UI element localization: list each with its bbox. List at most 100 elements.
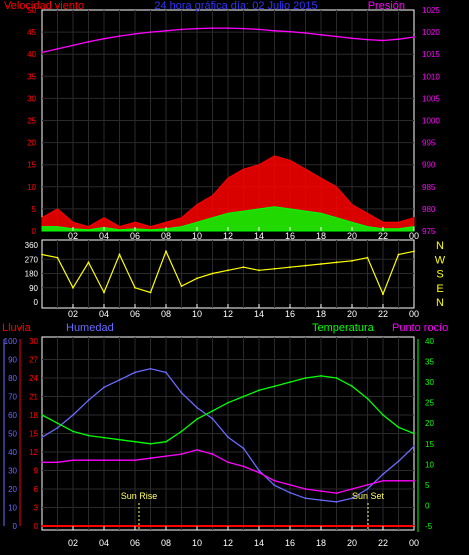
temp-y-tick-label: 25 [425, 399, 434, 408]
rain-y-tick-label: 27 [29, 356, 38, 365]
series-pressure-point [211, 27, 214, 30]
rain-y-tick-label: 9 [34, 467, 39, 476]
direction-y-tick-label: 180 [25, 270, 39, 279]
series-lluvia-point [41, 525, 43, 527]
series-wind-direction-point [366, 256, 369, 259]
direction-x-tick-label: 12 [223, 309, 233, 319]
direction-x-tick-label: 00 [409, 309, 419, 319]
series-pressure-point [72, 44, 74, 47]
series-temperatura-point [41, 414, 43, 416]
compass-label: N [436, 240, 444, 252]
series-humedad-point [165, 371, 167, 374]
temp-y-tick-label: 0 [425, 501, 430, 510]
temp-y-tick-label: 35 [425, 358, 434, 367]
wind-y-tick-label: 20 [27, 139, 36, 148]
series-humedad-point [56, 427, 59, 429]
direction-y-tick-label: 270 [25, 255, 39, 264]
series-punto-rocío-point [335, 492, 338, 495]
series-punto-rocío-point [273, 479, 276, 482]
series-humedad-point [180, 391, 183, 394]
temp-x-tick-label: 14 [254, 538, 264, 548]
wind-panel-grid [42, 10, 414, 231]
series-humedad-point [211, 417, 214, 420]
rain-axis-title: Lluvia [2, 322, 32, 334]
humidity-y-tick-label: 90 [8, 356, 17, 365]
series-temperatura-point [304, 377, 307, 379]
series-wind-direction-point [87, 261, 90, 264]
series-humedad-point [382, 473, 384, 476]
direction-panel-grid [42, 240, 414, 308]
series-pressure-point [149, 31, 152, 33]
pressure-y-tick-label: 1005 [422, 94, 440, 103]
series-temperatura-point [87, 434, 90, 437]
temp-y-tick-label: 40 [425, 337, 434, 346]
series-punto-rocío-point [180, 453, 183, 455]
chart-title: 24 hora gráfica día: 02 Julio 2015 [154, 0, 317, 12]
series-pressure-point [103, 37, 105, 40]
humidity-axis-title: Humedad [66, 322, 114, 334]
direction-y-tick-label: 90 [29, 284, 38, 293]
series-pressure-point [397, 38, 400, 41]
series-humedad-point [134, 371, 136, 374]
temp-x-tick-label: 20 [347, 538, 357, 548]
temp-x-tick-label: 16 [285, 538, 295, 548]
rain-y-tick-label: 6 [34, 485, 39, 494]
humidity-y-tick-label: 40 [8, 448, 17, 457]
temp-y-tick-label: 15 [425, 440, 434, 449]
series-pressure-point [196, 27, 198, 30]
series-wind-direction-point [320, 263, 322, 265]
temp-x-tick-label: 06 [130, 538, 140, 548]
series-temperatura-point [397, 426, 400, 429]
series-punto-rocío-point [118, 459, 121, 462]
direction-x-tick-label: 18 [316, 309, 326, 319]
series-punto-rocío-point [382, 479, 384, 482]
humidity-y-tick-label: 30 [8, 467, 17, 476]
series-humedad-point [273, 484, 276, 487]
direction-x-tick-label: 14 [254, 309, 264, 319]
series-wind-direction-point [134, 286, 136, 289]
series-punto-rocío-point [227, 461, 229, 464]
series-wind-direction-point [351, 259, 353, 262]
series-pressure-point [118, 35, 121, 37]
series-punto-rocío-point [103, 459, 105, 462]
series-humedad-point [335, 501, 338, 503]
series-punto-rocío-point [351, 488, 353, 490]
series-punto-rocío-point [56, 461, 59, 464]
series-temperatura-point [242, 395, 245, 398]
series-wind-direction-point [72, 286, 74, 289]
series-punto-rocío-point [304, 488, 307, 490]
series-temperatura-point [211, 409, 214, 412]
pressure-y-tick-label: 980 [422, 205, 436, 214]
rain-y-tick-label: 30 [29, 337, 38, 346]
direction-x-tick-label: 10 [192, 309, 202, 319]
temp-x-tick-label: 02 [68, 538, 78, 548]
series-wind-direction-point [56, 256, 59, 259]
humidity-y-tick-label: 50 [8, 430, 17, 439]
series-humedad-point [304, 497, 307, 500]
temp-y-tick-label: 5 [425, 481, 430, 490]
wind-x-tick-label: 20 [347, 231, 357, 241]
pressure-y-tick-label: 1010 [422, 72, 440, 81]
pressure-y-tick-label: 1025 [422, 6, 440, 15]
series-wind-direction-point [397, 253, 400, 256]
compass-label: N [436, 297, 444, 309]
series-pressure-point [320, 33, 322, 36]
temperature-axis-title: Temperatura [312, 322, 375, 334]
series-punto-rocío-point [320, 490, 322, 492]
temp-x-tick-label: 10 [192, 538, 202, 548]
series-punto-rocío-point [413, 479, 415, 482]
series-punto-rocío-point [149, 457, 152, 460]
series-wind-direction-point [227, 269, 229, 272]
wind-x-tick-label: 08 [161, 231, 171, 241]
series-humedad-point [413, 445, 415, 448]
wind-y-tick-label: 50 [27, 6, 36, 15]
series-wind-direction-point [118, 253, 121, 256]
series-humedad-point [258, 469, 260, 472]
series-pressure-point [351, 37, 353, 40]
rain-y-tick-label: 3 [34, 504, 39, 513]
temp-x-tick-label: 12 [223, 538, 233, 548]
rain-y-tick-label: 24 [29, 374, 38, 383]
wind-x-tick-label: 04 [99, 231, 109, 241]
series-wind-direction-point [211, 272, 214, 275]
series-temperatura-point [180, 430, 183, 433]
